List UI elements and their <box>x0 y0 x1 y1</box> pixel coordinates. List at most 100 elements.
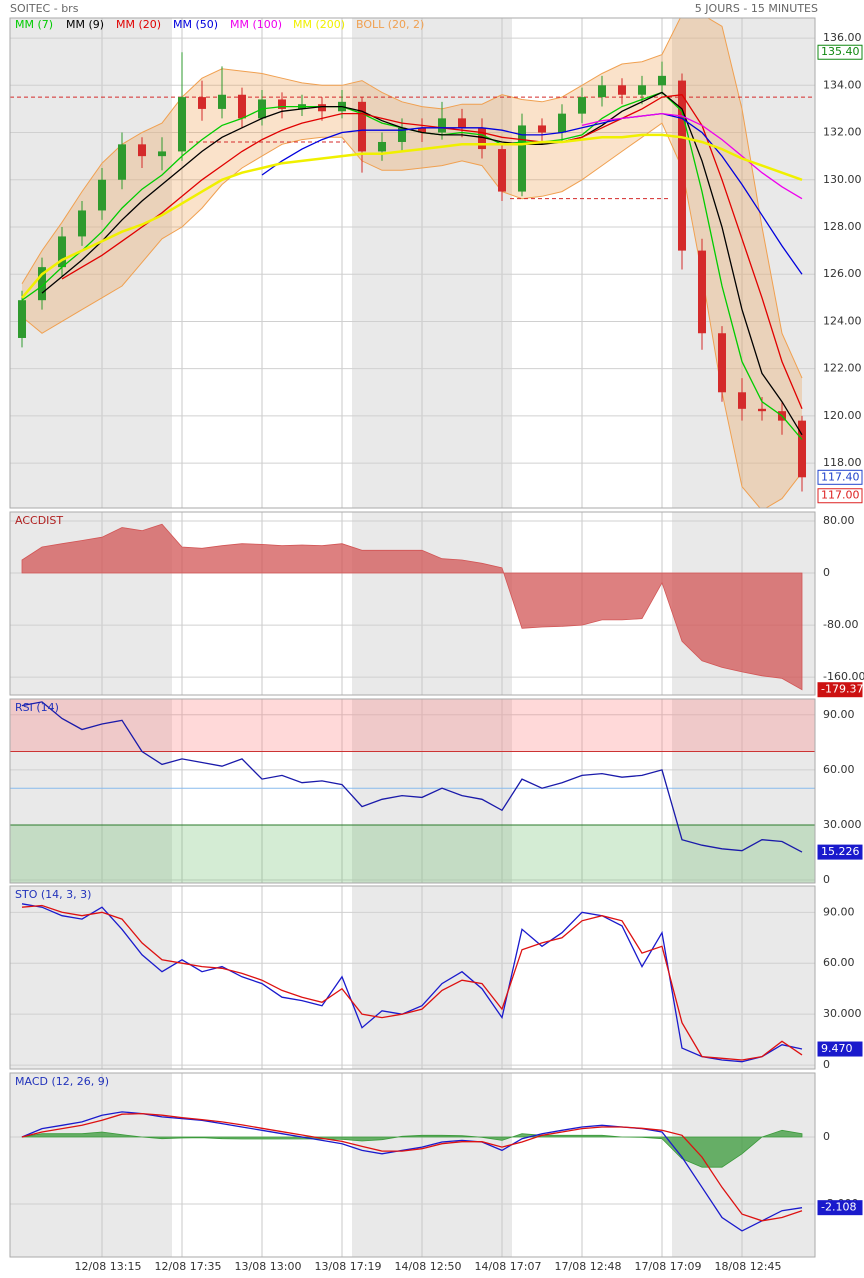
panel-title: STO (14, 3, 3) <box>15 888 91 901</box>
candle-body <box>618 85 626 95</box>
last-label: 117.40 <box>821 470 860 483</box>
x-tick-label: 13/08 17:19 <box>315 1260 382 1273</box>
legend-entry: MM (50) <box>173 18 218 31</box>
x-tick-label: 12/08 13:15 <box>75 1260 142 1273</box>
candle-body <box>438 118 446 133</box>
last-label-box <box>817 488 863 504</box>
day-shade <box>672 886 815 1069</box>
candle-body <box>38 267 46 301</box>
y-tick-label: 122.00 <box>823 362 862 375</box>
y-tick-label: 130.00 <box>823 173 862 186</box>
legend-entry: MM (7) <box>15 18 53 31</box>
candle-body <box>398 127 406 142</box>
candle-body <box>758 408 766 412</box>
candle-body <box>158 151 166 157</box>
y-tick-label: -80.00 <box>823 618 858 631</box>
last-label: 15.226 <box>821 845 860 858</box>
candle-body <box>418 127 426 133</box>
day-shade <box>10 18 172 508</box>
day-shade <box>10 1073 172 1257</box>
candle-body <box>518 125 526 192</box>
panel-border <box>9 885 816 1070</box>
line <box>21 133 803 299</box>
candle-body <box>178 97 186 152</box>
candle-body <box>218 94 226 109</box>
panel-title: MACD (12, 26, 9) <box>15 1075 109 1088</box>
candle-body <box>678 80 686 251</box>
candle-body <box>538 125 546 133</box>
x-tick-label: 14/08 12:50 <box>395 1260 462 1273</box>
panel-border <box>9 698 816 884</box>
last-label: -179.37 <box>821 683 863 696</box>
last-label: -2.108 <box>821 1201 856 1214</box>
y-tick-label: 0 <box>823 873 830 886</box>
day-shade <box>352 886 512 1069</box>
plot <box>10 18 815 508</box>
line <box>21 1111 803 1232</box>
legend-entry: MM (9) <box>66 18 104 31</box>
candle-body <box>798 420 806 478</box>
line <box>21 18 803 379</box>
period: 5 JOURS - 15 MINUTES <box>695 2 818 15</box>
x-tick-label: 17/08 12:48 <box>555 1260 622 1273</box>
candle-body <box>598 85 606 98</box>
plot <box>10 699 815 883</box>
y-tick-label: 80.00 <box>823 514 855 527</box>
y-tick-label: 134.00 <box>823 78 862 91</box>
panel-title: RSI (14) <box>15 701 59 714</box>
y-tick-label: 30.000 <box>823 818 862 831</box>
candle-body <box>318 104 326 112</box>
candle-body <box>98 179 106 211</box>
plot <box>10 886 815 1069</box>
day-shade <box>352 18 512 508</box>
y-tick-label: 128.00 <box>823 220 862 233</box>
last-label-box <box>817 44 863 60</box>
day-shade <box>10 699 172 883</box>
last-label-box <box>817 1041 863 1057</box>
line <box>21 701 803 853</box>
candle-body <box>58 236 66 268</box>
overbought-zone <box>10 699 815 752</box>
y-tick-label: 132.00 <box>823 126 862 139</box>
y-tick-label: 0 <box>823 1130 830 1143</box>
candle-body <box>198 97 206 109</box>
x-tick-label: 12/08 17:35 <box>155 1260 222 1273</box>
candle-body <box>478 127 486 150</box>
x-tick-label: 14/08 17:07 <box>475 1260 542 1273</box>
day-shade <box>352 512 512 695</box>
candle-body <box>358 101 366 152</box>
plot <box>10 512 815 695</box>
line <box>21 1112 803 1222</box>
symbol: SOITEC - brs <box>10 2 79 15</box>
candle-body <box>718 333 726 393</box>
candle-body <box>378 141 386 152</box>
y-tick-label: -160.00 <box>823 670 864 683</box>
legend-entry: MM (20) <box>116 18 161 31</box>
day-shade <box>352 1073 512 1257</box>
candle-body <box>498 149 506 192</box>
oversold-zone <box>10 824 815 883</box>
legend-entry: MM (200) <box>293 18 345 31</box>
candle-body <box>738 392 746 409</box>
candle-body <box>558 113 566 133</box>
panel-border <box>9 1072 816 1258</box>
line <box>61 94 803 410</box>
last-label: 9.470 <box>821 1042 853 1055</box>
y-tick-label: 124.00 <box>823 314 862 327</box>
line <box>21 903 803 1063</box>
candle-body <box>118 144 126 180</box>
day-shade <box>10 886 172 1069</box>
candle-body <box>238 94 246 119</box>
y-tick-label: 90.00 <box>823 905 855 918</box>
line <box>21 122 803 508</box>
candle-body <box>78 210 86 237</box>
y-tick-label: 0 <box>823 1058 830 1071</box>
area <box>21 523 803 691</box>
line <box>21 904 803 1061</box>
y-tick-label: 120.00 <box>823 409 862 422</box>
day-shade <box>672 1073 815 1257</box>
panel-border <box>9 511 816 696</box>
last-label: 117.00 <box>821 489 860 502</box>
